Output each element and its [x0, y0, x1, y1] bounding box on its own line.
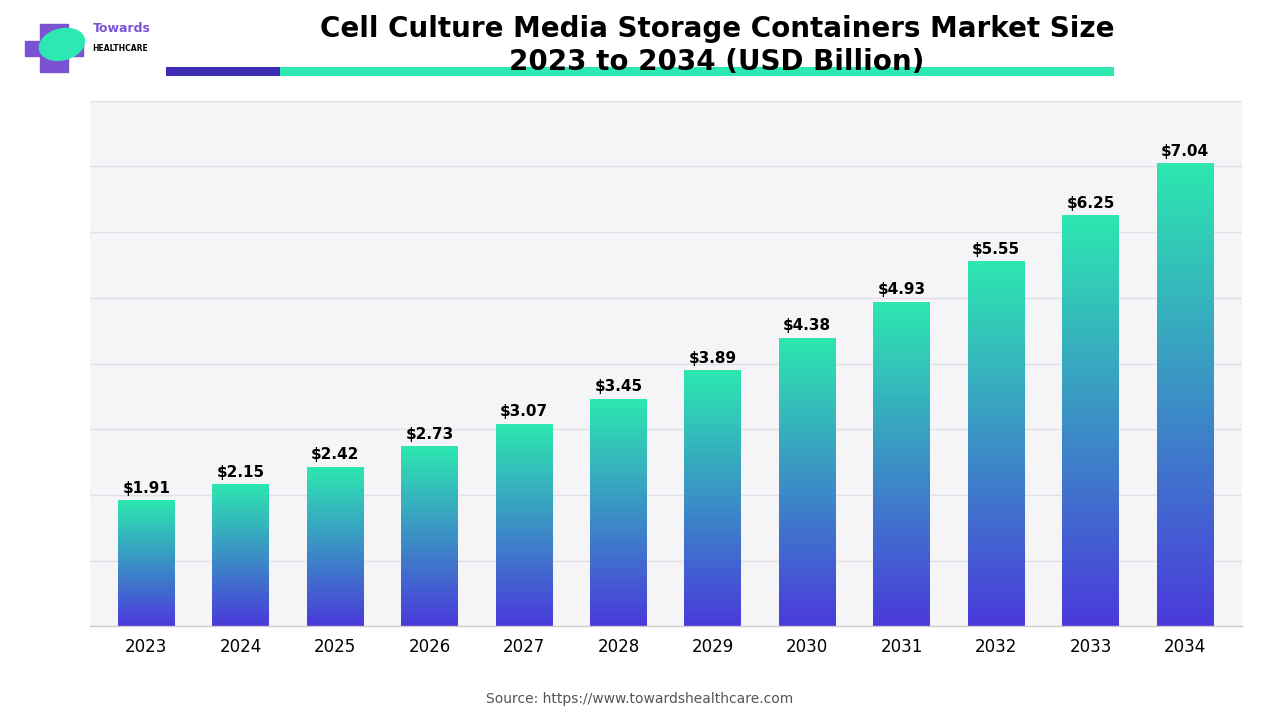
Text: $3.89: $3.89	[689, 351, 737, 366]
Text: $4.38: $4.38	[783, 318, 831, 333]
Text: HEALTHCARE: HEALTHCARE	[92, 44, 148, 53]
Ellipse shape	[40, 28, 84, 60]
Text: Cell Culture Media Storage Containers Market Size
2023 to 2034 (USD Billion): Cell Culture Media Storage Containers Ma…	[320, 15, 1114, 76]
Text: $3.45: $3.45	[594, 379, 643, 395]
Text: $6.25: $6.25	[1066, 196, 1115, 210]
Text: $5.55: $5.55	[972, 241, 1020, 256]
Bar	[280, 67, 1114, 76]
Text: $2.73: $2.73	[406, 427, 453, 442]
Text: Towards: Towards	[92, 22, 151, 35]
Text: $3.07: $3.07	[500, 405, 548, 420]
Text: Source: https://www.towardshealthcare.com: Source: https://www.towardshealthcare.co…	[486, 692, 794, 706]
Text: $1.91: $1.91	[123, 481, 170, 495]
Bar	[26, 41, 83, 56]
Text: $2.42: $2.42	[311, 447, 360, 462]
Text: $4.93: $4.93	[878, 282, 925, 297]
Text: $2.15: $2.15	[216, 465, 265, 480]
Bar	[166, 67, 280, 76]
Bar	[41, 24, 68, 72]
Text: $7.04: $7.04	[1161, 143, 1210, 158]
